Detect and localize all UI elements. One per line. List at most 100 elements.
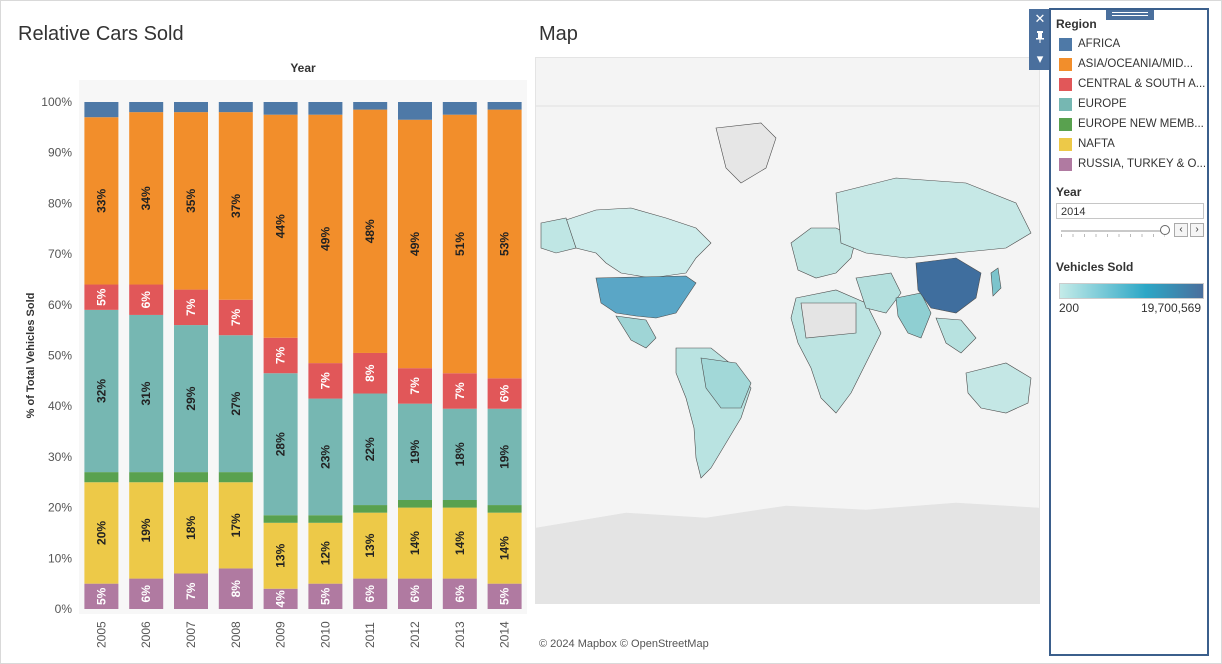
- year-prev-button[interactable]: ‹: [1174, 223, 1188, 237]
- year-slider-track[interactable]: [1061, 230, 1165, 232]
- pin-icon[interactable]: [1029, 29, 1051, 49]
- legend-item-nafta[interactable]: NAFTA: [1059, 134, 1207, 154]
- bar-segment: [84, 472, 119, 483]
- bar-data-label: 29%: [184, 386, 198, 410]
- bar-data-label: 18%: [184, 516, 198, 540]
- legend-swatch: [1059, 37, 1072, 51]
- bar-segment: [353, 109, 388, 353]
- legend-item-label: RUSSIA, TURKEY & O...: [1078, 158, 1207, 170]
- bar-data-label: 6%: [363, 585, 377, 603]
- bar-data-label: 49%: [318, 227, 332, 251]
- map-region-antarctica: [536, 502, 1039, 603]
- bar-segment: [442, 114, 477, 374]
- y-tick-label: 10%: [48, 551, 72, 565]
- bar-segment: [84, 583, 119, 609]
- bar-segment: [308, 398, 343, 516]
- bar-data-label: 14%: [408, 531, 422, 555]
- world-map[interactable]: [535, 57, 1040, 604]
- bar-segment: [398, 507, 432, 579]
- legend-item-asia-oceania[interactable]: ASIA/OCEANIA/MID...: [1059, 54, 1207, 74]
- map-region-brazil: [700, 357, 752, 409]
- bar-segment: [308, 522, 343, 584]
- drag-handle[interactable]: [1106, 10, 1154, 20]
- bar-data-label: 14%: [498, 536, 512, 560]
- bar-data-label: 12%: [318, 541, 332, 565]
- map-country-china: [915, 257, 982, 314]
- x-tick-label: 2008: [229, 621, 243, 648]
- bar-segment: [487, 109, 522, 379]
- column-header: Year: [290, 61, 316, 75]
- legend-swatch: [1059, 117, 1072, 131]
- map-country-mexico: [615, 315, 657, 349]
- bar-segment: [84, 102, 119, 118]
- legend-item-africa[interactable]: AFRICA: [1059, 34, 1207, 54]
- legend-item-russia-turkey[interactable]: RUSSIA, TURKEY & O...: [1059, 154, 1207, 174]
- bar-segment: [308, 102, 343, 115]
- legend-item-europe[interactable]: EUROPE: [1059, 94, 1207, 114]
- vehicles-legend-title: Vehicles Sold: [1056, 260, 1134, 274]
- year-next-button[interactable]: ›: [1190, 223, 1204, 237]
- x-tick-label: 2012: [408, 621, 422, 648]
- bar-segment: [174, 289, 208, 326]
- bar-segment: [487, 512, 522, 584]
- bar-data-label: 5%: [498, 587, 512, 605]
- bar-data-label: 7%: [453, 382, 467, 400]
- bar-data-label: 48%: [363, 219, 377, 243]
- x-tick-label: 2007: [184, 621, 198, 648]
- bar-segment: [398, 368, 432, 404]
- bar-segment: [308, 363, 343, 399]
- bar-data-label: 5%: [318, 587, 332, 605]
- bar-segment: [353, 578, 388, 609]
- legend-item-europe-new-members[interactable]: EUROPE NEW MEMB...: [1059, 114, 1207, 134]
- legend-item-central-south-america[interactable]: CENTRAL & SOUTH A...: [1059, 74, 1207, 94]
- x-tick-label: 2014: [498, 621, 512, 648]
- bar-segment: [487, 505, 522, 513]
- bar-segment: [129, 314, 164, 473]
- y-axis-title: % of Total Vehicles Sold: [25, 293, 37, 419]
- bar-segment: [487, 378, 522, 409]
- legend-swatch: [1059, 57, 1072, 71]
- bar-data-label: 20%: [94, 521, 108, 545]
- bar-data-label: 53%: [498, 232, 512, 256]
- bar-segment: [174, 112, 208, 290]
- dropdown-icon[interactable]: ▾: [1036, 51, 1044, 66]
- map-country-alaska: [540, 217, 577, 254]
- bar-segment: [353, 393, 388, 506]
- map-country-australia: [965, 362, 1032, 414]
- map-country-japan: [990, 267, 1002, 297]
- bar-data-label: 5%: [94, 587, 108, 605]
- year-slider-thumb[interactable]: [1160, 225, 1170, 235]
- bar-data-label: 31%: [139, 381, 153, 405]
- bar-data-label: 8%: [363, 364, 377, 382]
- legend-panel: Region AFRICA ASIA/OCEANIA/MID... CENTRA…: [1049, 8, 1209, 656]
- bar-segment: [263, 522, 298, 589]
- bar-data-label: 17%: [229, 513, 243, 537]
- bar-data-label: 4%: [274, 590, 288, 608]
- bar-segment: [174, 102, 208, 113]
- bar-data-label: 37%: [229, 194, 243, 218]
- bar-segment: [218, 482, 253, 569]
- close-icon[interactable]: ✕: [1034, 11, 1046, 26]
- bar-data-label: 51%: [453, 232, 467, 256]
- map-shapes: [536, 105, 1039, 603]
- bar-data-label: 6%: [139, 291, 153, 309]
- bar-segment: [263, 102, 298, 115]
- bar-segment: [174, 482, 208, 574]
- y-tick-label: 90%: [48, 146, 72, 160]
- bar-data-label: 7%: [229, 308, 243, 326]
- legend-item-label: CENTRAL & SOUTH A...: [1078, 78, 1206, 90]
- bar-data-label: 49%: [408, 232, 422, 256]
- year-filter-input[interactable]: 2014: [1056, 203, 1204, 219]
- bar-segment: [218, 112, 253, 300]
- legend-swatch: [1059, 97, 1072, 111]
- bar-segment: [218, 568, 253, 609]
- bar-segment: [442, 507, 477, 579]
- y-tick-label: 20%: [48, 501, 72, 515]
- bar-segment: [218, 299, 253, 336]
- bar-data-label: 23%: [318, 445, 332, 469]
- bar-segment: [174, 325, 208, 473]
- bar-segment: [84, 117, 119, 285]
- relative-cars-sold-chart: Year % of Total Vehicles Sold 0% 10% 20% 30% 4…: [25, 61, 527, 648]
- map-region-sahara: [800, 302, 857, 339]
- year-slider-ticks: [1061, 234, 1165, 237]
